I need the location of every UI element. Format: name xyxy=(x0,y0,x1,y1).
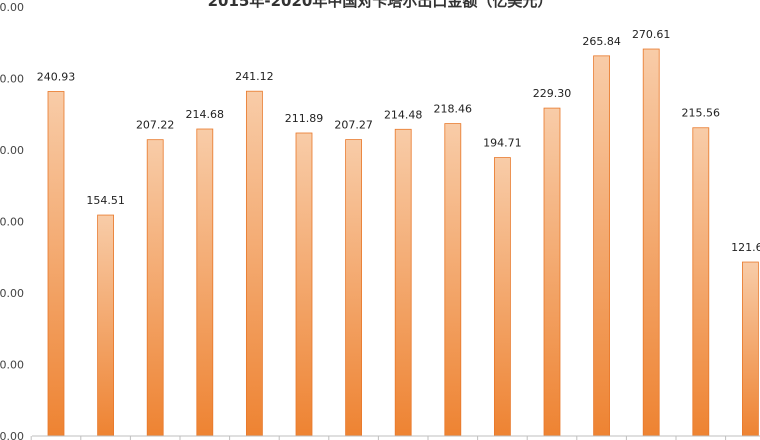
bar xyxy=(295,132,313,437)
data-label: 241.12 xyxy=(235,70,274,83)
bar xyxy=(47,91,65,437)
bar xyxy=(245,90,263,437)
x-axis-ticks xyxy=(30,436,727,440)
data-label: 214.48 xyxy=(384,108,423,121)
bar xyxy=(345,139,363,437)
y-tick-label: 50.00 xyxy=(0,359,24,372)
y-tick-label: 250.00 xyxy=(0,73,24,86)
data-label: 121.65 xyxy=(731,241,760,254)
data-label: 229.30 xyxy=(533,87,572,100)
y-tick-label: 100.00 xyxy=(0,287,24,300)
bar xyxy=(196,128,214,437)
y-tick-label: 300.00 xyxy=(0,1,24,14)
data-label: 240.93 xyxy=(37,70,76,83)
bar xyxy=(543,107,561,437)
bar xyxy=(444,123,462,437)
y-tick-label: 0.00 xyxy=(0,430,24,440)
bar xyxy=(394,128,412,437)
data-label: 270.61 xyxy=(632,28,671,41)
bar xyxy=(692,127,710,437)
bar xyxy=(97,214,114,437)
bar xyxy=(593,55,610,437)
data-label: 207.27 xyxy=(334,119,373,132)
y-tick-label: 150.00 xyxy=(0,216,24,229)
y-tick-label: 200.00 xyxy=(0,144,24,157)
y-axis: 0.00 50.00 100.00 150.00 200.00 250.00 300.00 xyxy=(0,1,24,440)
data-label: 194.71 xyxy=(483,137,522,150)
data-label: 214.68 xyxy=(186,108,225,121)
bars-group xyxy=(47,48,759,437)
data-label: 215.56 xyxy=(682,107,721,120)
data-label: 154.51 xyxy=(86,194,125,207)
data-label: 265.84 xyxy=(582,35,621,48)
data-label: 218.46 xyxy=(434,103,473,116)
bar xyxy=(146,139,164,437)
chart-title: 2015年-2020年中国对卡塔尔出口金额（亿美元） xyxy=(208,0,553,10)
bar xyxy=(742,261,759,437)
bar xyxy=(642,48,660,437)
data-labels-group: 240.93 154.51 207.22 214.68 241.12 211.89 207.… xyxy=(37,28,760,254)
bar xyxy=(493,157,511,437)
data-label: 211.89 xyxy=(285,112,324,125)
data-label: 207.22 xyxy=(136,119,175,132)
